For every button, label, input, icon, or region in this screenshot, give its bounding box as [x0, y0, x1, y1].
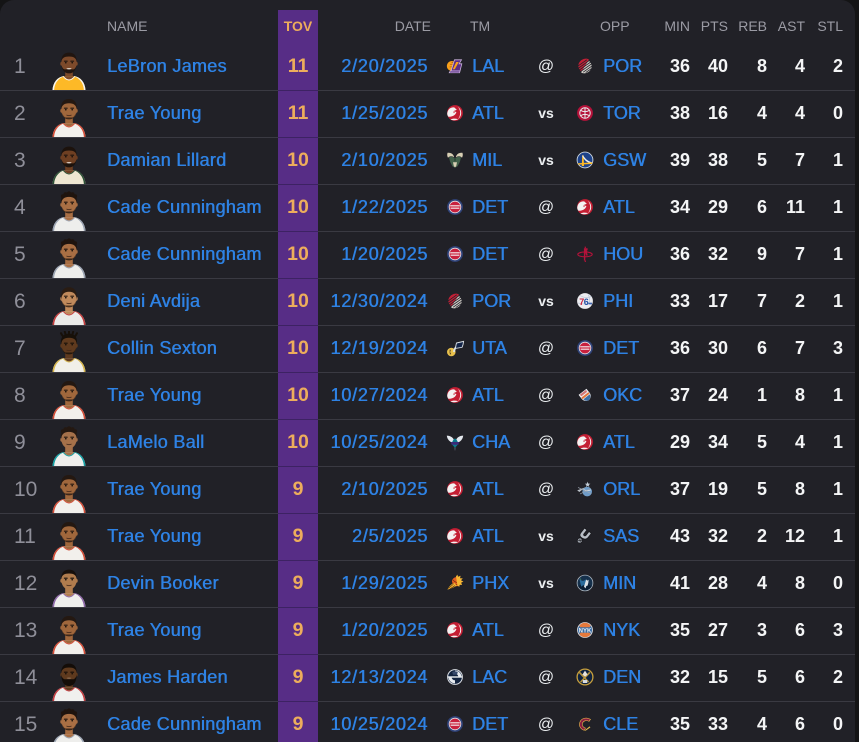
svg-text:NYK: NYK: [579, 628, 592, 634]
svg-text:7: 7: [579, 297, 584, 307]
svg-text:6: 6: [584, 297, 589, 307]
